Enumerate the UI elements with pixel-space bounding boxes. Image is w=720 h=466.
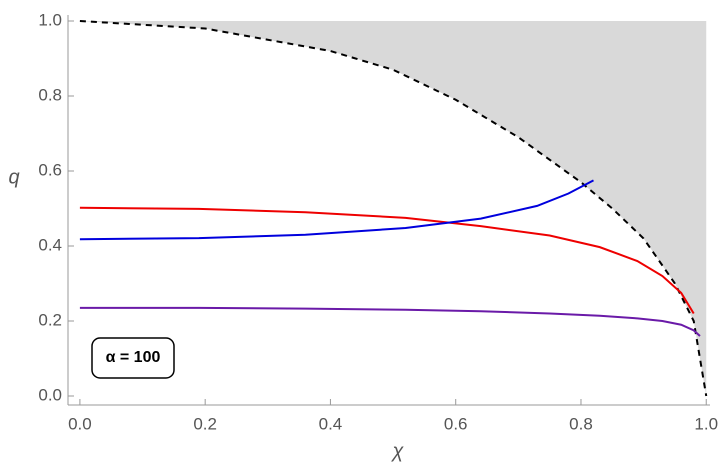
y-tick-label: 0.2 xyxy=(38,310,62,329)
series-line xyxy=(79,306,701,337)
x-axis-label: χ xyxy=(391,440,405,462)
x-tick-label: 0.0 xyxy=(68,414,92,433)
shaded-region xyxy=(79,21,707,396)
x-tick-label: 0.6 xyxy=(444,414,468,433)
y-axis-label: q xyxy=(8,166,19,188)
y-tick-label: 0.4 xyxy=(38,235,62,254)
x-tick-label: 0.4 xyxy=(319,414,343,433)
x-tick-label: 0.8 xyxy=(569,414,593,433)
y-tick-label: 0.8 xyxy=(38,85,62,104)
series-line xyxy=(79,179,594,241)
x-tick-label: 1.0 xyxy=(694,414,718,433)
series-line xyxy=(79,206,695,315)
annotation: α = 100 xyxy=(106,349,161,366)
x-tick-label: 0.2 xyxy=(193,414,217,433)
y-tick-label: 0.6 xyxy=(38,160,62,179)
annotation-box xyxy=(91,337,175,379)
y-tick-label: 1.0 xyxy=(38,10,62,29)
y-tick-label: 0.0 xyxy=(38,385,62,404)
